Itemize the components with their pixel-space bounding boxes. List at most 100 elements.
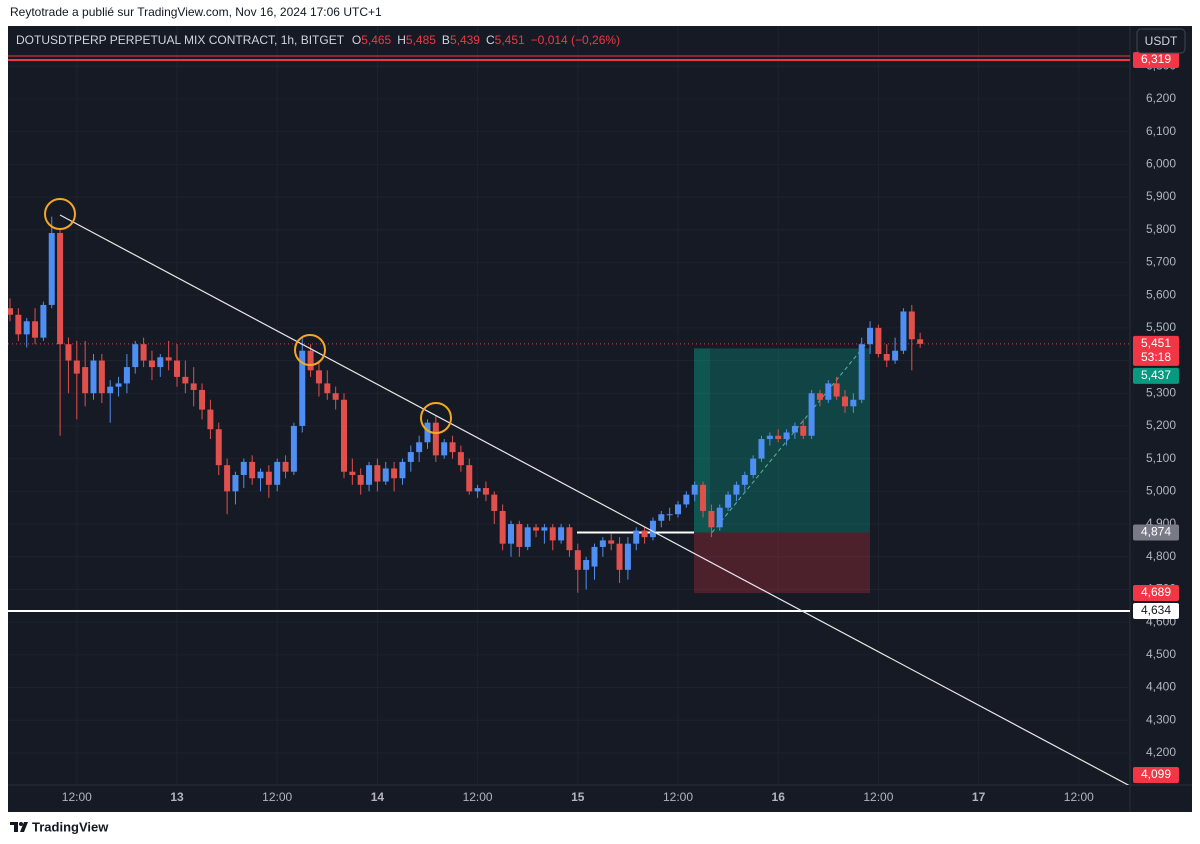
highlight-circle xyxy=(420,402,452,434)
candle xyxy=(249,455,256,485)
candle-body xyxy=(341,399,347,472)
candle xyxy=(157,353,164,377)
candle-body xyxy=(232,474,239,492)
candle-body xyxy=(382,468,389,482)
legend-value: 5,465 xyxy=(361,33,391,47)
candle-body xyxy=(123,367,130,384)
candle-body xyxy=(783,432,790,440)
candle-body xyxy=(307,350,314,371)
candle-body xyxy=(800,425,807,436)
candle-body xyxy=(140,344,147,361)
candle xyxy=(867,321,874,354)
y-tick-label: 5,900 xyxy=(1146,189,1176,203)
candle xyxy=(691,481,698,502)
legend-key: B xyxy=(442,33,450,47)
candle-body xyxy=(349,471,356,475)
candle-body xyxy=(524,527,531,547)
candle xyxy=(449,435,456,459)
candle xyxy=(641,527,648,544)
currency-button[interactable] xyxy=(1136,28,1186,54)
highlight-circle xyxy=(294,334,326,366)
y-tick-label: 6,000 xyxy=(1146,156,1176,170)
candle xyxy=(240,458,247,489)
y-tick-label: 5,200 xyxy=(1146,418,1176,432)
candle-body xyxy=(908,311,915,340)
candle xyxy=(675,501,681,518)
candle xyxy=(533,524,540,538)
legend-change: −0,014 (−0,26%) xyxy=(531,33,620,47)
y-tick-label: 4,300 xyxy=(1146,712,1176,726)
candle xyxy=(700,481,707,518)
legend-key: O xyxy=(352,33,361,47)
x-tick-label: 12:00 xyxy=(663,790,693,804)
candle-body xyxy=(182,376,189,384)
candle xyxy=(23,318,30,348)
price-label: 5,437 xyxy=(1141,368,1171,382)
candle xyxy=(48,216,55,309)
candle xyxy=(407,445,414,472)
candle xyxy=(733,481,740,502)
x-tick-label: 14 xyxy=(371,790,385,804)
candle-body xyxy=(174,360,180,377)
price-label: 4,689 xyxy=(1141,585,1171,599)
candle-body xyxy=(82,367,89,394)
price-label-box xyxy=(1133,335,1179,366)
y-tick-label: 4,400 xyxy=(1146,680,1176,694)
legend: DOTUSDTPERP PERPETUAL MIX CONTRACT, 1h, … xyxy=(16,33,620,47)
candle xyxy=(32,308,39,345)
candle xyxy=(57,229,64,436)
candle xyxy=(324,370,331,400)
candle-body xyxy=(892,350,899,361)
candle xyxy=(165,340,172,371)
y-tick-label: 5,300 xyxy=(1146,385,1176,399)
candle-body xyxy=(57,233,64,345)
candle xyxy=(457,445,464,472)
candle xyxy=(307,344,314,377)
price-label-box xyxy=(1133,524,1179,541)
candle-body xyxy=(257,471,264,479)
axes: 4,2004,3004,4004,5004,6004,7004,8004,900… xyxy=(62,52,1179,804)
candle xyxy=(148,350,155,381)
candle xyxy=(883,344,890,368)
candle-body xyxy=(566,527,573,551)
candle-body xyxy=(867,327,874,345)
candle xyxy=(315,360,322,397)
candle-body xyxy=(816,393,823,400)
price-label-box xyxy=(1133,367,1179,384)
y-tick-label: 4,500 xyxy=(1146,647,1176,661)
candle-body xyxy=(157,357,164,368)
price-label: 5,451 xyxy=(1141,336,1171,350)
candle-body xyxy=(691,484,698,495)
candle xyxy=(73,340,80,420)
target-zone xyxy=(694,348,870,533)
candle xyxy=(265,465,272,498)
candle-body xyxy=(858,344,865,400)
candle-body xyxy=(491,494,498,511)
candle xyxy=(800,419,807,440)
y-tick-label: 6,200 xyxy=(1146,91,1176,105)
price-label: 4,634 xyxy=(1141,603,1171,617)
x-tick-label: 13 xyxy=(170,790,184,804)
candle-body xyxy=(148,360,155,368)
y-tick-label: 5,000 xyxy=(1146,484,1176,498)
candle-body xyxy=(591,546,598,567)
candle xyxy=(182,360,189,394)
candle-body xyxy=(825,383,832,400)
candle xyxy=(491,491,498,525)
candle-body xyxy=(73,360,80,374)
candle xyxy=(424,419,431,449)
candle xyxy=(758,435,765,462)
candle xyxy=(508,520,514,557)
price-label-box xyxy=(1133,767,1179,783)
candle xyxy=(366,461,373,492)
candle xyxy=(766,432,773,446)
candle xyxy=(15,308,22,341)
candle xyxy=(842,389,848,413)
candle xyxy=(232,471,239,505)
candle xyxy=(8,298,13,322)
price-label-box xyxy=(1133,52,1179,69)
brand-logo xyxy=(10,822,28,832)
candle xyxy=(82,340,89,407)
candle-body xyxy=(633,530,640,544)
